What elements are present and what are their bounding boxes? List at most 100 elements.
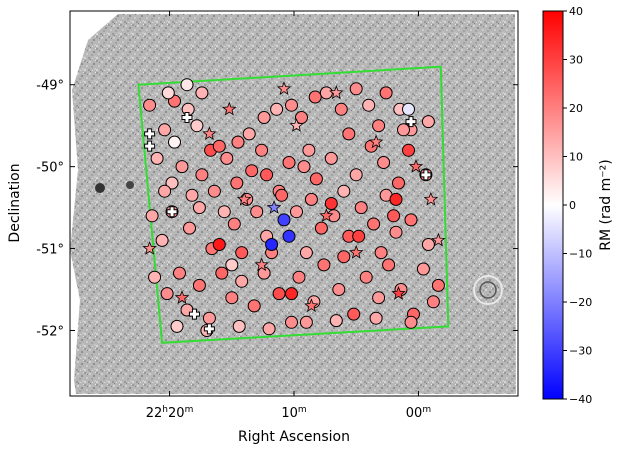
source-point — [225, 258, 239, 272]
source-point — [212, 238, 226, 251]
source-point — [270, 102, 284, 116]
source-point — [379, 86, 393, 100]
source-star — [408, 158, 424, 173]
source-point — [389, 192, 403, 206]
x-tick-label: 00m — [406, 405, 431, 421]
source-star — [142, 241, 157, 255]
source-point — [247, 299, 261, 313]
plot-marks — [137, 65, 450, 344]
x-tick-label: 22h20m — [146, 405, 194, 421]
source-point — [231, 135, 245, 149]
source-point — [242, 127, 256, 141]
source-point — [431, 278, 445, 292]
source-point — [217, 205, 231, 219]
source-star — [236, 191, 252, 206]
colorbar-tick-label: 30 — [569, 54, 583, 67]
source-point — [257, 111, 271, 124]
source-point — [421, 115, 435, 129]
source-star — [329, 85, 344, 100]
source-point — [382, 258, 396, 272]
source-point — [225, 291, 239, 305]
source-star — [222, 101, 237, 116]
source-point — [362, 98, 376, 112]
source-point — [192, 278, 206, 292]
source-point — [402, 102, 415, 116]
source-star — [431, 232, 446, 247]
source-point — [292, 270, 306, 284]
x-axis-label: Right Ascension — [238, 429, 350, 445]
source-point — [324, 151, 338, 165]
source-point — [262, 322, 276, 336]
source-star — [348, 244, 364, 259]
x-tick-label: 10m — [281, 405, 306, 421]
source-point — [329, 314, 343, 328]
source-point — [195, 86, 209, 100]
source-star — [174, 290, 190, 304]
source-point — [255, 143, 269, 157]
source-point — [299, 315, 313, 329]
source-point — [302, 143, 316, 157]
source-point — [349, 82, 363, 96]
source-point — [332, 283, 346, 296]
source-star — [423, 191, 439, 206]
source-point — [190, 119, 204, 133]
colorbar-tick-label: −10 — [569, 248, 592, 261]
source-point — [185, 188, 199, 202]
source-point — [212, 139, 226, 153]
source-point — [155, 233, 169, 247]
source-point — [297, 160, 311, 174]
source-point — [145, 209, 159, 223]
source-point — [161, 86, 175, 100]
colorbar-tick-label: 40 — [569, 5, 583, 18]
source-point — [207, 184, 221, 198]
source-star — [254, 257, 269, 272]
source-point — [402, 143, 415, 157]
source-point — [317, 258, 331, 272]
source-point — [230, 176, 244, 190]
source-point — [232, 319, 246, 333]
source-point — [265, 238, 279, 251]
y-axis-ticks: -49° -50° -51° -52° — [36, 79, 518, 339]
source-point — [170, 319, 184, 333]
y-tick-label: -52° — [36, 324, 64, 339]
y-tick-label: -49° — [36, 79, 64, 94]
source-plus-marker — [144, 140, 156, 152]
source-point — [285, 315, 298, 329]
source-point — [387, 209, 401, 223]
source-point — [195, 168, 209, 182]
source-point — [183, 221, 196, 235]
source-point — [215, 266, 229, 280]
source-star — [391, 286, 406, 300]
source-point — [352, 229, 366, 243]
source-point — [337, 184, 351, 198]
source-point — [416, 262, 430, 276]
colorbar-tick-label: 0 — [569, 199, 576, 212]
source-point — [397, 123, 410, 137]
source-star — [304, 298, 319, 313]
source-point — [143, 98, 157, 112]
colorbar-tick-label: −40 — [569, 393, 592, 406]
source-point — [421, 238, 435, 251]
source-point — [260, 168, 274, 182]
source-star — [368, 134, 384, 149]
source-plus-marker — [188, 308, 200, 320]
source-point — [377, 156, 391, 169]
source-point — [372, 119, 386, 133]
colorbar-tick-label: −30 — [569, 345, 592, 358]
source-point — [349, 168, 363, 182]
source-point — [220, 151, 234, 165]
source-plus-marker — [420, 169, 432, 181]
source-point — [202, 311, 216, 325]
source-star — [276, 81, 292, 96]
source-point — [304, 192, 318, 206]
source-plus-marker — [405, 116, 417, 128]
source-point — [309, 172, 323, 186]
source-point — [235, 246, 249, 260]
source-point — [392, 176, 405, 190]
colorbar — [542, 10, 564, 400]
source-point — [158, 123, 172, 137]
source-point — [308, 90, 322, 104]
source-point — [290, 205, 303, 219]
source-point — [227, 217, 241, 231]
